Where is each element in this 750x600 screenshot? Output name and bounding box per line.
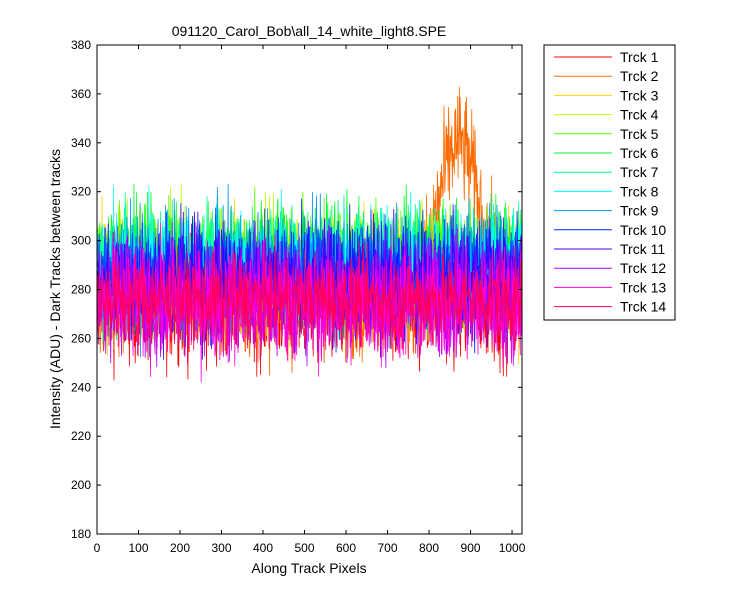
x-tick-label: 0 [94, 541, 101, 555]
y-tick-label: 240 [71, 380, 91, 394]
x-tick-label: 800 [419, 541, 439, 555]
legend-label: Trck 14 [620, 299, 666, 315]
x-tick-label: 700 [378, 541, 398, 555]
y-tick-label: 260 [71, 331, 91, 345]
x-tick-label: 400 [253, 541, 273, 555]
legend-label: Trck 10 [620, 222, 666, 238]
x-tick-label: 1000 [499, 541, 526, 555]
x-tick-label: 900 [461, 541, 481, 555]
chart-title: 091120_Carol_Bob\all_14_white_light8.SPE [172, 23, 447, 39]
legend-label: Trck 7 [620, 164, 659, 180]
legend-label: Trck 9 [620, 203, 659, 219]
x-tick-label: 100 [128, 541, 148, 555]
legend-label: Trck 8 [620, 183, 659, 199]
legend-label: Trck 12 [620, 260, 666, 276]
x-axis-label: Along Track Pixels [251, 560, 366, 576]
y-tick-label: 340 [71, 136, 91, 150]
legend-label: Trck 4 [620, 107, 659, 123]
legend-label: Trck 13 [620, 279, 666, 295]
y-tick-label: 280 [71, 283, 91, 297]
legend-label: Trck 6 [620, 145, 659, 161]
y-tick-label: 300 [71, 234, 91, 248]
legend: Trck 1 Trck 2 Trck 3 Trck 4 Trck 5 Trck 6 Trck… [543, 44, 676, 321]
series-line-trck-14 [97, 234, 523, 365]
y-tick-label: 320 [71, 185, 91, 199]
legend-label: Trck 2 [620, 68, 659, 84]
legend-label: Trck 11 [620, 241, 665, 257]
y-tick-label: 360 [71, 87, 91, 101]
x-tick-label: 500 [295, 541, 315, 555]
y-axis-label: Intensity (ADU) - Dark Tracks between tr… [47, 149, 63, 429]
legend-box [543, 44, 676, 321]
y-tick-label: 180 [71, 527, 91, 541]
x-tick-label: 600 [336, 541, 356, 555]
legend-label: Trck 1 [620, 49, 659, 65]
series-layer [97, 86, 523, 383]
legend-label: Trck 3 [620, 87, 659, 103]
x-tick-label: 200 [170, 541, 190, 555]
legend-label: Trck 5 [620, 126, 659, 142]
x-tick-label: 300 [211, 541, 231, 555]
y-axis: 180 200 220 240 260 280 300 320 340 360 380 [71, 38, 522, 541]
y-tick-label: 200 [71, 478, 91, 492]
x-axis: 0 100 200 300 400 500 600 700 800 900 1000 [94, 45, 526, 555]
y-tick-label: 220 [71, 429, 91, 443]
y-tick-label: 380 [71, 38, 91, 52]
